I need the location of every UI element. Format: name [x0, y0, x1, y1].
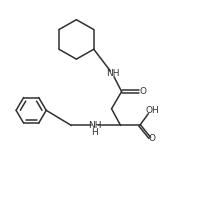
Text: NH: NH [87, 121, 101, 130]
Text: OH: OH [145, 106, 158, 115]
Text: NH: NH [105, 69, 119, 78]
Text: O: O [139, 87, 146, 96]
Text: H: H [91, 128, 97, 137]
Text: O: O [148, 134, 154, 143]
